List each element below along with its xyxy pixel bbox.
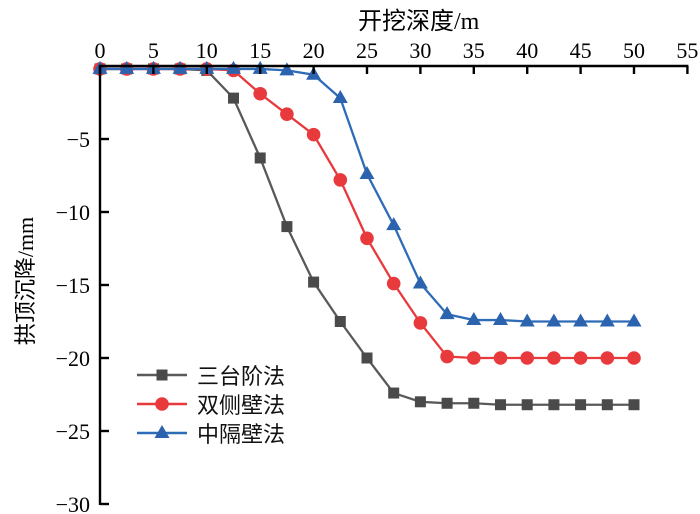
y-tick-label: −5	[67, 127, 90, 152]
x-tick-label: 40	[516, 38, 538, 63]
marker-square-three-bench-method	[308, 276, 320, 288]
x-tick-label: 0	[95, 38, 106, 63]
marker-square-three-bench-method	[495, 399, 506, 411]
marker-square-three-bench-method	[521, 399, 533, 411]
x-tick-label: 45	[570, 38, 592, 63]
marker-square-three-bench-method	[281, 221, 293, 233]
x-tick-label: 50	[623, 38, 645, 63]
marker-circle-double-side-wall-method	[253, 86, 267, 101]
marker-triangle-up-center-diaphragm-method	[573, 313, 589, 327]
y-tick-label: −30	[56, 492, 90, 514]
marker-triangle-up-center-diaphragm-method	[519, 313, 535, 327]
x-tick-label: 15	[249, 38, 271, 63]
marker-circle-double-side-wall-method	[386, 276, 401, 291]
axes	[98, 64, 689, 506]
x-tick-label: 5	[148, 38, 159, 63]
series-double-side-wall-method	[93, 62, 641, 365]
marker-square-three-bench-method	[361, 352, 373, 364]
x-axis-title: 开挖深度/m	[358, 9, 480, 35]
marker-circle-double-side-wall-method	[493, 351, 508, 365]
y-tick-label: −15	[56, 273, 90, 298]
marker-circle-legend	[155, 396, 169, 411]
marker-square-three-bench-method	[441, 397, 453, 409]
marker-circle-double-side-wall-method	[413, 316, 428, 330]
marker-triangle-up-center-diaphragm-method	[599, 313, 615, 327]
x-tick-label: 55	[676, 38, 698, 63]
legend-square-marker-icon	[137, 369, 187, 380]
marker-circle-double-side-wall-method	[360, 231, 374, 246]
legend-label: 中隔壁法	[197, 421, 286, 447]
marker-square-three-bench-method	[414, 396, 426, 408]
tick-labels: 0 5 10 15 20 25 30 35 40 45 50 55 −5 −10 −15 −20 −25 −30	[56, 38, 699, 514]
marker-square-three-bench-method	[228, 92, 239, 104]
marker-triangle-up-center-diaphragm-method	[546, 313, 562, 327]
y-tick-label: −10	[56, 200, 90, 225]
marker-circle-double-side-wall-method	[467, 351, 481, 365]
marker-triangle-up-center-diaphragm-method	[412, 275, 428, 289]
series-center-diaphragm-method	[92, 60, 642, 327]
marker-triangle-up-center-diaphragm-method	[386, 217, 402, 231]
marker-square-three-bench-method	[548, 399, 560, 411]
marker-square-three-bench-method	[575, 399, 587, 411]
marker-triangle-up-center-diaphragm-method	[332, 90, 348, 104]
y-tick-label: −20	[56, 346, 90, 371]
x-tick-label: 25	[356, 38, 378, 63]
marker-circle-double-side-wall-method	[333, 173, 348, 187]
marker-triangle-up-center-diaphragm-method	[466, 311, 482, 325]
legend-item-center-diaphragm-method: 中隔壁法	[136, 418, 285, 447]
marker-circle-double-side-wall-method	[306, 127, 321, 142]
marker-circle-double-side-wall-method	[627, 351, 641, 365]
marker-circle-double-side-wall-method	[600, 351, 615, 365]
marker-triangle-up-center-diaphragm-method	[172, 60, 188, 74]
marker-triangle-up-center-diaphragm-method	[626, 313, 642, 327]
marker-triangle-up-legend	[154, 424, 170, 438]
marker-triangle-up-center-diaphragm-method	[226, 60, 241, 74]
x-tick-label: 30	[409, 38, 431, 63]
marker-circle-double-side-wall-method	[573, 351, 588, 365]
marker-triangle-up-center-diaphragm-method	[493, 311, 508, 325]
marker-square-three-bench-method	[334, 316, 346, 327]
legend-label: 三台阶法	[197, 363, 286, 389]
x-tick-label: 35	[463, 38, 485, 63]
marker-square-three-bench-method	[254, 152, 266, 164]
y-tick-label: −25	[56, 419, 90, 444]
legend-label: 双侧壁法	[197, 392, 286, 418]
legend-triangle-marker-icon	[137, 424, 187, 438]
legend-circle-marker-icon	[137, 396, 187, 411]
marker-triangle-up-center-diaphragm-method	[279, 62, 295, 76]
marker-square-three-bench-method	[468, 397, 480, 409]
legend-item-double-side-wall-method: 双侧壁法	[136, 389, 285, 418]
marker-circle-double-side-wall-method	[547, 351, 561, 365]
legend: 三台阶法 双侧壁法 中隔壁法	[136, 360, 285, 447]
series-line-center-diaphragm-method	[100, 67, 634, 323]
x-tick-label: 10	[196, 38, 218, 63]
marker-circle-double-side-wall-method	[440, 349, 454, 364]
marker-square-three-bench-method	[601, 399, 613, 411]
marker-square-three-bench-method	[388, 387, 400, 399]
marker-circle-double-side-wall-method	[520, 351, 534, 365]
legend-item-three-bench-method: 三台阶法	[136, 360, 285, 389]
marker-square-three-bench-method	[628, 399, 640, 411]
marker-square-legend	[156, 369, 168, 380]
marker-triangle-up-center-diaphragm-method	[119, 60, 135, 74]
marker-triangle-up-center-diaphragm-method	[439, 306, 455, 320]
x-tick-label: 20	[303, 38, 325, 63]
marker-circle-double-side-wall-method	[280, 107, 294, 121]
marker-triangle-up-center-diaphragm-method	[359, 165, 375, 179]
